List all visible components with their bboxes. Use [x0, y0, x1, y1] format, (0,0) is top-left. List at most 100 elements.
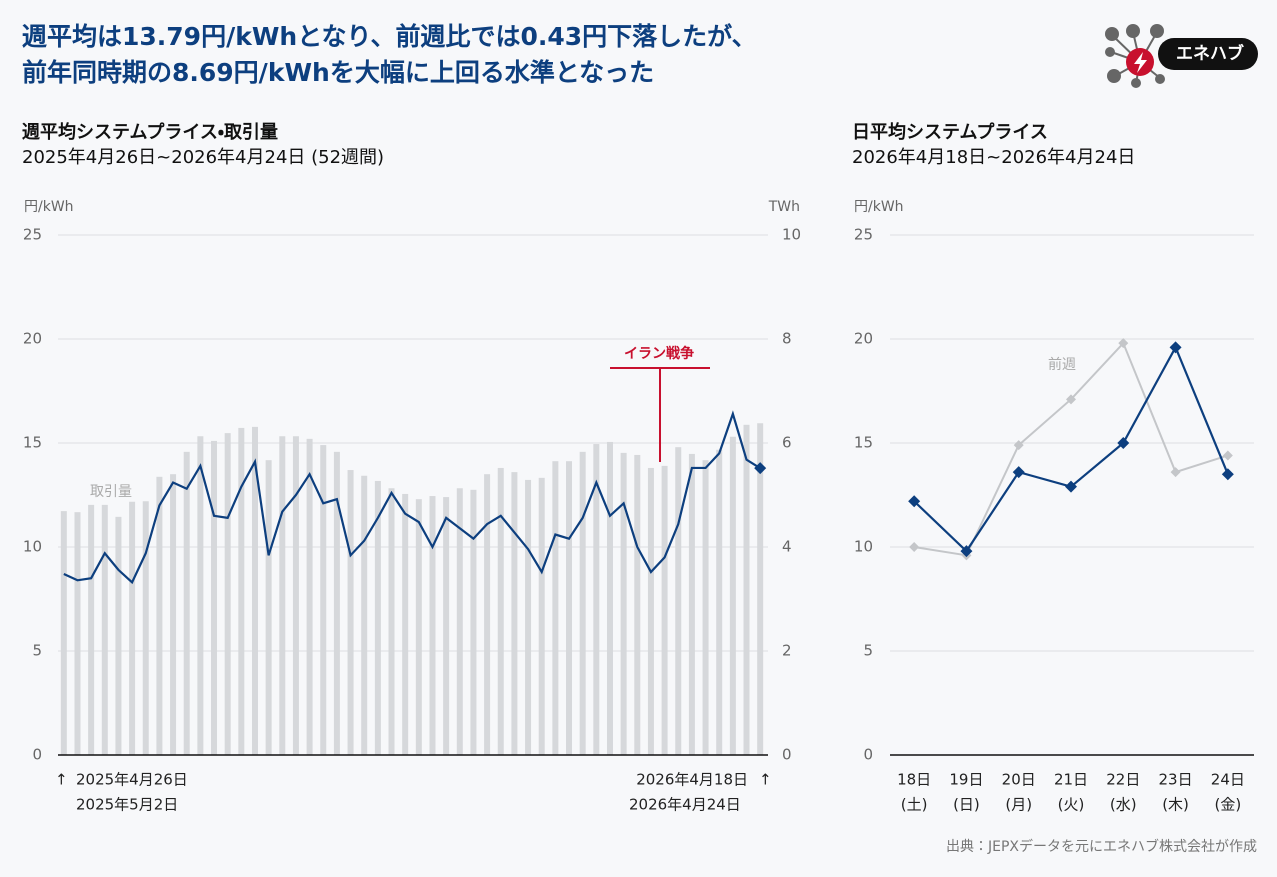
series-label: 前週: [1048, 356, 1076, 373]
bar: [333, 451, 340, 755]
y-tick-label: 5: [32, 642, 42, 660]
point: [908, 495, 921, 508]
y2-tick-label: 2: [782, 642, 792, 660]
y-tick-label: 10: [23, 538, 42, 556]
y-tick-label: 0: [32, 746, 42, 764]
x-tick-label: 22日: [1106, 771, 1140, 789]
bar: [183, 451, 190, 755]
bar: [702, 460, 709, 755]
bar: [566, 461, 573, 755]
bar: [606, 441, 613, 755]
line: [913, 341, 1229, 557]
x-tick-label: 20日: [1002, 771, 1036, 789]
point: [754, 462, 767, 475]
y-tick-label: 10: [854, 538, 873, 556]
bar: [579, 451, 586, 755]
bar: [443, 497, 450, 755]
source: 出典：JEPXデータを元にエネハブ株式会社が作成: [946, 838, 1257, 855]
y2-tick-label: 8: [782, 330, 792, 348]
y-tick-label: 25: [854, 226, 873, 244]
bar: [265, 460, 272, 755]
bar: [374, 480, 381, 755]
bar: [470, 489, 477, 755]
point: [1013, 440, 1024, 451]
bar: [115, 516, 122, 755]
panel-title: 日平均システムプライス: [852, 121, 1048, 143]
bar: [292, 436, 299, 755]
bar: [743, 424, 750, 755]
y2-tick-label: 0: [782, 746, 792, 764]
x-tick-label: 19日: [949, 771, 983, 789]
x-tick-label: 24日: [1211, 771, 1245, 789]
bar: [88, 504, 95, 755]
y2-tick-label: 10: [782, 226, 801, 244]
point: [909, 542, 920, 552]
point: [1065, 480, 1077, 493]
bar: [757, 423, 764, 755]
point: [1222, 450, 1233, 461]
headline: 前年同時期の8.69円/kWhを大幅に上回る水準となった: [22, 58, 654, 87]
y2-tick-label: 6: [782, 434, 792, 452]
y-tick-label: 15: [23, 434, 42, 452]
point: [960, 545, 973, 558]
y-tick-label: 20: [854, 330, 873, 348]
y-tick-label: 0: [863, 746, 873, 764]
bar: [306, 438, 313, 755]
headline: 週平均は13.79円/kWhとなり、前週比では0.43円下落したが、: [22, 22, 757, 51]
bar: [511, 472, 518, 755]
point: [1066, 394, 1076, 405]
bar: [647, 467, 654, 755]
panel-subtitle: 2026年4月18日~2026年4月24日: [852, 147, 1135, 168]
bar: [456, 488, 463, 755]
bar: [279, 436, 286, 755]
panel-subtitle: 2025年4月26日~2026年4月24日 (52週間): [22, 147, 384, 168]
y-tick-label: 5: [863, 642, 873, 660]
point: [1118, 338, 1129, 349]
bar: [415, 499, 422, 755]
bar: [620, 452, 627, 755]
period-label: 2025年5月2日: [76, 796, 178, 814]
bar: [224, 433, 231, 755]
x-tick-label: 23日: [1159, 771, 1193, 789]
bar: [729, 436, 736, 755]
bar: [74, 512, 81, 755]
point: [1117, 437, 1130, 449]
bar: [129, 501, 136, 755]
point: [1012, 466, 1025, 479]
bar: [429, 496, 436, 755]
logo: エネハブ: [1105, 24, 1258, 88]
bar: [634, 454, 641, 755]
bar: [716, 449, 723, 755]
bar: [497, 467, 504, 755]
period-label: 2025年4月26日: [76, 771, 188, 789]
y-tick-label: 25: [23, 226, 42, 244]
x-tick-label: (木): [1162, 796, 1189, 814]
y2-tick-label: 4: [782, 538, 792, 556]
bar: [211, 440, 218, 755]
series-label: 取引量: [90, 484, 132, 500]
line: [913, 344, 1229, 553]
bar: [156, 476, 163, 755]
y2-axis-label: TWh: [768, 199, 800, 215]
arrow: ↑: [759, 771, 772, 789]
point: [1169, 341, 1182, 354]
bar: [320, 445, 327, 755]
bar: [101, 504, 108, 755]
point: [1221, 468, 1234, 481]
logo-text: エネハブ: [1176, 43, 1244, 64]
y-axis-label: 円/kWh: [24, 199, 74, 215]
bar: [525, 479, 532, 755]
bar: [197, 436, 204, 755]
arrow: ↑: [55, 771, 68, 789]
bar: [402, 493, 409, 755]
x-tick-label: 18日: [897, 771, 931, 789]
x-tick-label: (日): [953, 796, 980, 814]
bar: [484, 474, 491, 755]
line: [63, 410, 761, 585]
y-tick-label: 20: [23, 330, 42, 348]
period-label: 2026年4月18日: [636, 771, 748, 789]
x-tick-label: (金): [1214, 796, 1241, 814]
bar: [593, 444, 600, 755]
bar: [675, 447, 682, 755]
x-tick-label: (火): [1058, 796, 1085, 814]
